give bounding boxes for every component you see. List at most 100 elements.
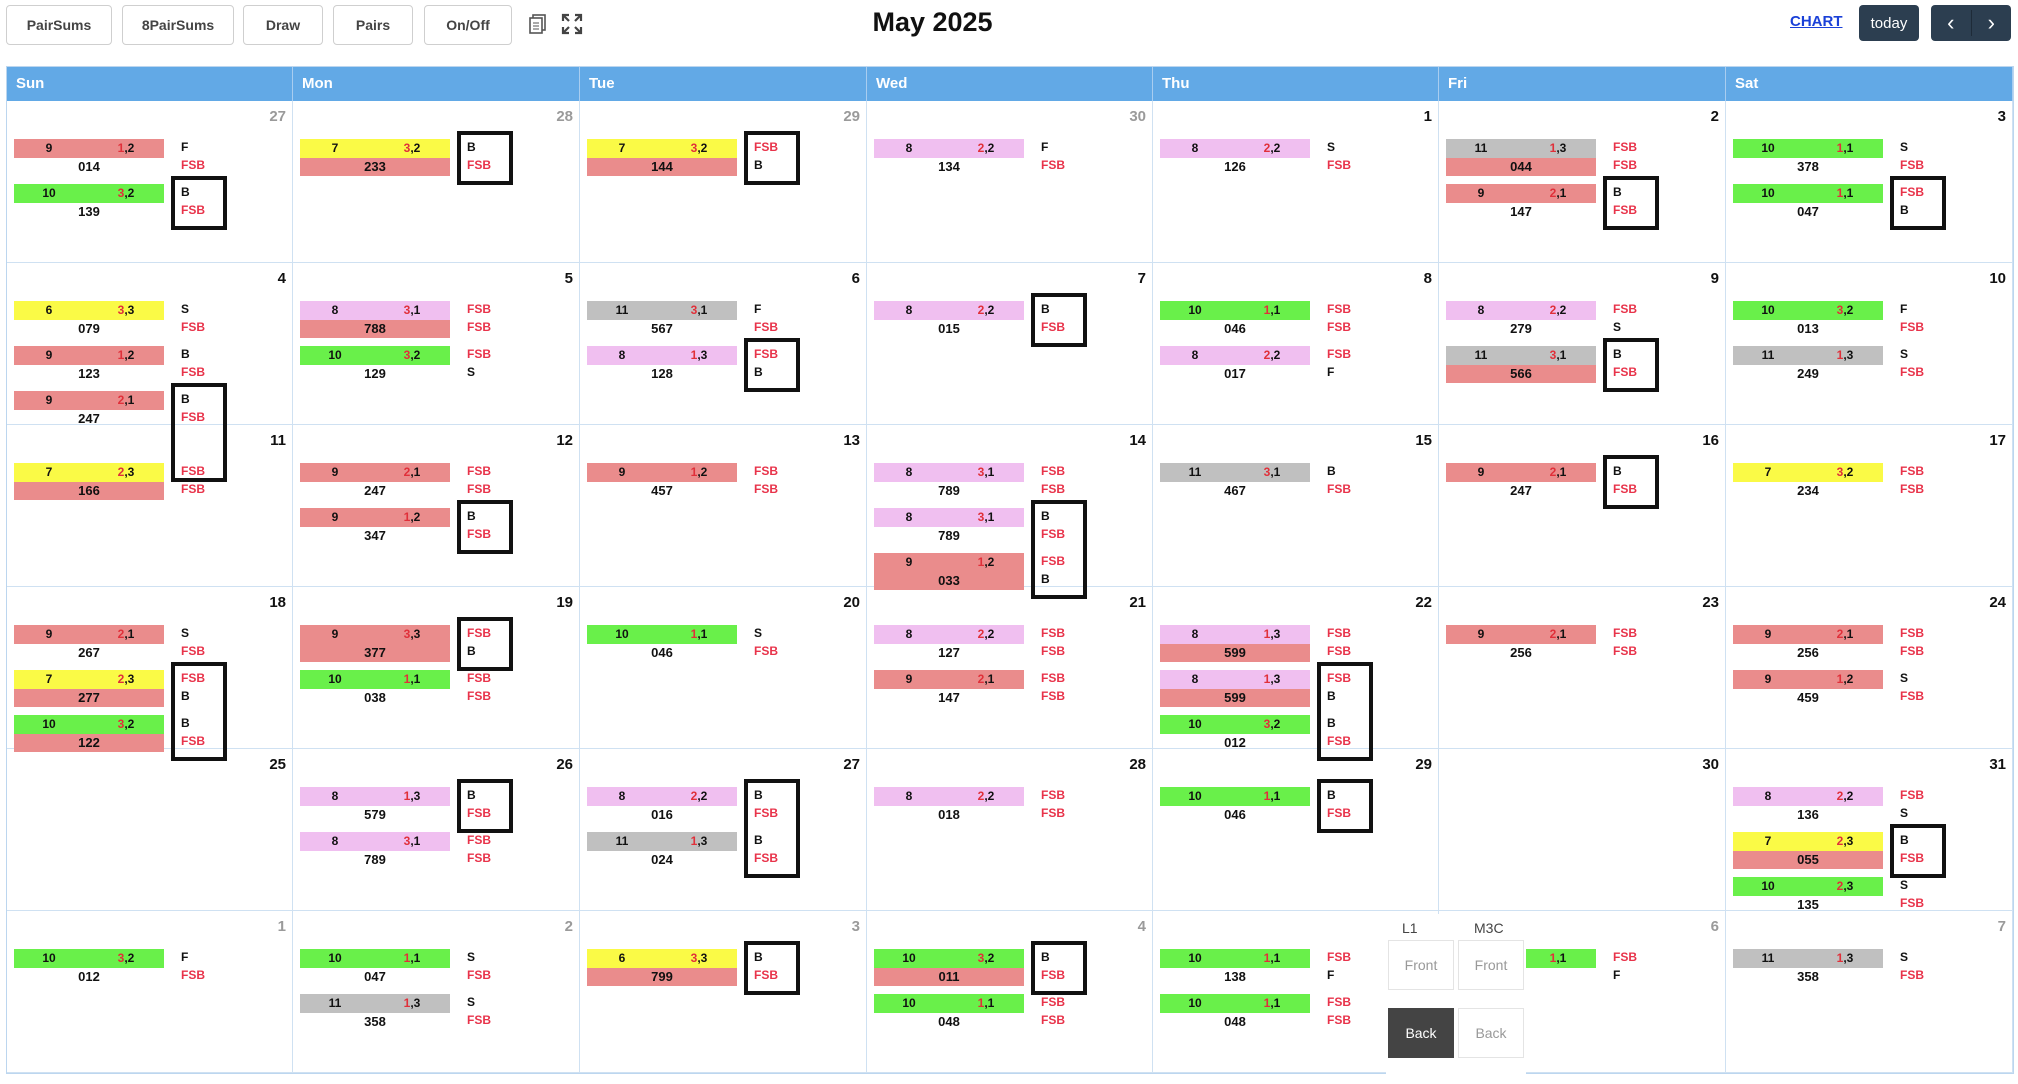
day-cell[interactable]: 15 11 3,1 467 B FSB [1153,425,1439,587]
pair-bar: 9 1,2 [300,508,450,527]
pair-value-first: 1 [1836,672,1844,686]
highlight-box [1603,338,1659,392]
draw-number: 799 [587,968,737,986]
day-cell[interactable]: 6 11 3,1 567 F FSB 8 1,3 128 FSB B [580,263,867,425]
pair-value-second: 2 [413,141,421,155]
onoff-button[interactable]: On/Off [424,5,512,45]
draw-number: 046 [1224,807,1246,822]
day-cell[interactable]: 16 9 2,1 247 B FSB [1439,425,1726,587]
day-cell[interactable]: 21 8 2,2 127 FSB FSB 9 2,1 147 FSB FSB [867,587,1153,749]
pair-value-second: 1 [1846,627,1854,641]
day-cell[interactable]: 23 9 2,1 256 FSB FSB [1439,587,1726,749]
day-cell[interactable]: 1 8 2,2 126 S FSB [1153,101,1439,263]
day-cell[interactable]: 1 10 3,2 012 F FSB [7,911,293,1073]
pair-values: 3,2 [117,951,135,965]
day-cell[interactable]: 9 8 2,2 279 FSB S 11 3,1 566 B FSB [1439,263,1726,425]
draw-number: 233 [300,158,450,176]
day-cell[interactable]: 27 9 1,2 014 F FSB 10 3,2 139 B FSB [7,101,293,263]
day-cell[interactable]: 28 7 3,2 233 B FSB [293,101,580,263]
pair-sum: 8 [1477,303,1485,317]
pair-sum: 9 [1477,465,1485,479]
day-cell[interactable]: 29 10 1,1 046 B FSB [1153,749,1439,911]
day-cell[interactable]: 24 9 2,1 256 FSB FSB 9 1,2 459 S FSB [1726,587,2013,749]
day-cell[interactable]: 3 6 3,3 799 B FSB [580,911,867,1073]
pair-values: 3,2 [1263,717,1281,731]
pairs-button[interactable]: Pairs [333,5,413,45]
pair-value-first: 1 [1549,141,1557,155]
pair-value-second: 3 [1846,879,1854,893]
pair-values: 1,1 [403,951,421,965]
day-cell[interactable]: 12 9 2,1 247 FSB FSB 9 1,2 347 B FSB [293,425,580,587]
day-cell[interactable]: 19 9 3,3 377 FSB B 10 1,1 038 FSB FSB [293,587,580,749]
day-cell[interactable]: 27 8 2,2 016 B FSB 11 1,3 024 B FSB [580,749,867,911]
day-cell[interactable]: 22 8 1,3 599 FSB FSB 8 1,3 599 FSB B 10 3,2 012 B FSB [1153,587,1439,761]
fullscreen-icon[interactable] [560,12,584,36]
status-label: FSB [467,1013,491,1027]
pair-value-second: 1 [127,627,135,641]
draw-number: 358 [364,1014,386,1029]
day-cell[interactable]: 4 10 3,2 011 B FSB 10 1,1 048 FSB FSB [867,911,1153,1073]
day-cell[interactable]: 7 11 1,3 358 S FSB [1726,911,2013,1073]
pair-bar: 10 3,2 [14,184,164,203]
day-cell[interactable]: 31 8 2,2 136 FSB S 7 2,3 055 B FSB 10 2,3 135 S FSB [1726,749,2013,912]
pair-values: 2,1 [117,393,135,407]
day-cell[interactable]: 4 6 3,3 079 S FSB 9 1,2 123 B FSB 9 2,1 247 B FSB [7,263,293,482]
pairsums-button[interactable]: PairSums [6,5,112,45]
pair-sum: 9 [1477,627,1485,641]
prev-button[interactable]: ‹ [1947,10,1955,35]
day-cell[interactable]: 8 10 1,1 046 FSB FSB 8 2,2 017 FSB F [1153,263,1439,425]
day-number: 9 [1710,270,1719,287]
day-cell[interactable]: 2 11 1,3 044 FSB FSB 9 2,1 147 B FSB [1439,101,1726,263]
day-cell[interactable]: 25 [7,749,293,911]
day-cell[interactable]: 7 8 2,2 015 B FSB [867,263,1153,425]
pair-value-first: 1 [690,465,698,479]
day-number: 26 [556,756,573,773]
pair-sum: 8 [1191,141,1199,155]
day-cell[interactable]: 26 8 1,3 579 B FSB 8 3,1 789 FSB FSB [293,749,580,911]
day-cell[interactable]: 30 8 2,2 134 F FSB [867,101,1153,263]
status-label: S [1900,878,1909,892]
pair-values: 1,1 [1263,303,1281,317]
pair-sum: 11 [1188,465,1202,479]
day-cell[interactable]: 13 9 1,2 457 FSB FSB [580,425,867,587]
chart-link[interactable]: CHART [1790,13,1843,30]
pair-bar: 8 3,1 [874,463,1024,482]
day-number: 29 [1415,756,1432,773]
pair-value-second: 3 [413,996,421,1010]
pair-bar: 8 3,1 [300,832,450,851]
day-cell[interactable]: 17 7 3,2 234 FSB FSB [1726,425,2013,587]
day-cell[interactable]: 3 10 1,1 378 S FSB 10 1,1 047 FSB B [1726,101,2013,263]
back-l1-button[interactable]: Back [1388,1008,1454,1058]
day-cell[interactable]: 20 10 1,1 046 S FSB [580,587,867,749]
status-label: B [181,689,190,703]
pair-values: 1,2 [403,510,421,524]
draw-button[interactable]: Draw [243,5,323,45]
day-cell[interactable]: 18 9 2,1 267 S FSB 7 2,3 277 FSB B 10 3,2 122 B FSB [7,587,293,761]
day-cell[interactable]: 10 10 3,2 013 F FSB 11 1,3 249 S FSB [1726,263,2013,425]
front-l1-button[interactable]: Front [1388,940,1454,990]
pair-values: 3,1 [1263,465,1281,479]
pair-sum: 10 [1761,141,1775,155]
today-button[interactable]: today [1859,5,1919,41]
day-cell[interactable]: 30 [1439,749,1726,911]
day-cell[interactable]: 28 8 2,2 018 FSB FSB [867,749,1153,911]
8pairsums-button[interactable]: 8PairSums [122,5,234,45]
next-button[interactable]: › [1970,10,2012,36]
day-cell[interactable]: 14 8 3,1 789 FSB FSB 8 3,1 789 B FSB 9 1,2 033 FSB B [867,425,1153,599]
day-number: 10 [1989,270,2006,287]
pair-values: 3,2 [977,951,995,965]
pair-value-first: 2 [403,465,411,479]
status-label: B [181,185,190,199]
day-cell[interactable]: 29 7 3,2 144 FSB B [580,101,867,263]
highlight-box [171,662,227,761]
day-cell[interactable]: 11 7 2,3 166 FSB FSB [7,425,293,587]
pair-bar: 8 1,3 [1160,670,1310,689]
front-m3c-button[interactable]: Front [1458,940,1524,990]
day-cell[interactable]: 5 8 3,1 788 FSB FSB 10 3,2 129 FSB S [293,263,580,425]
pair-values: 2,3 [1836,879,1854,893]
day-cell[interactable]: 2 10 1,1 047 S FSB 11 1,3 358 S FSB [293,911,580,1073]
copy-icon[interactable] [526,12,550,36]
pair-value-first: 2 [1836,627,1844,641]
back-m3c-button[interactable]: Back [1458,1008,1524,1058]
